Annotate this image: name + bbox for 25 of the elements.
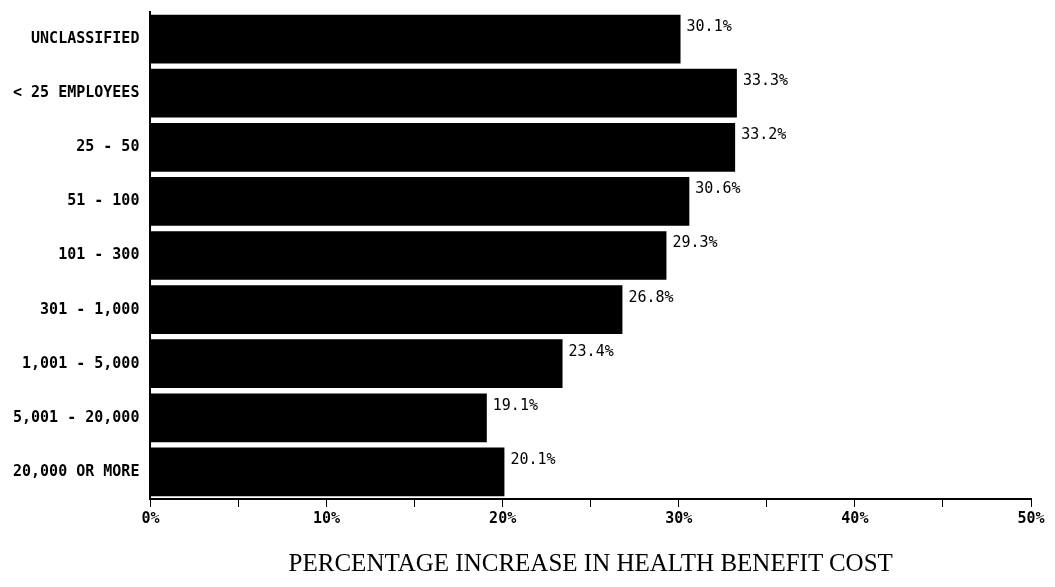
y-tick-label: < 25 EMPLOYEES (12, 83, 140, 102)
y-tick-label: 20,000 OR MORE (12, 461, 140, 480)
y-tick-label: 25 - 50 (76, 137, 140, 156)
y-tick-label: 101 - 300 (58, 245, 140, 264)
x-tick-label: 40% (841, 508, 869, 527)
y-tick-label: UNCLASSIFIED (31, 28, 140, 47)
data-label: 33.3% (742, 71, 789, 90)
y-tick-label: 51 - 100 (67, 191, 140, 210)
x-tick-label: 10% (313, 508, 341, 527)
x-axis-title: PERCENTAGE INCREASE IN HEALTH BENEFIT COST (288, 548, 893, 576)
x-tick-label: 50% (1017, 508, 1045, 527)
y-tick-label: 1,001 - 5,000 (22, 353, 140, 372)
x-tick-label: 30% (665, 508, 693, 527)
data-label: 29.3% (672, 233, 718, 252)
data-label: 20.1% (510, 449, 556, 468)
x-tick-label: 0% (141, 508, 160, 527)
data-label: 19.1% (492, 395, 538, 414)
data-label: 33.2% (741, 125, 787, 144)
y-tick-label: 5,001 - 20,000 (12, 407, 140, 426)
data-label: 30.6% (695, 179, 741, 198)
x-tick-label: 20% (489, 508, 517, 527)
data-label: 30.1% (686, 16, 732, 35)
data-label: 26.8% (628, 287, 674, 306)
y-tick-label: 301 - 1,000 (40, 299, 140, 318)
data-label: 23.4% (568, 341, 614, 360)
